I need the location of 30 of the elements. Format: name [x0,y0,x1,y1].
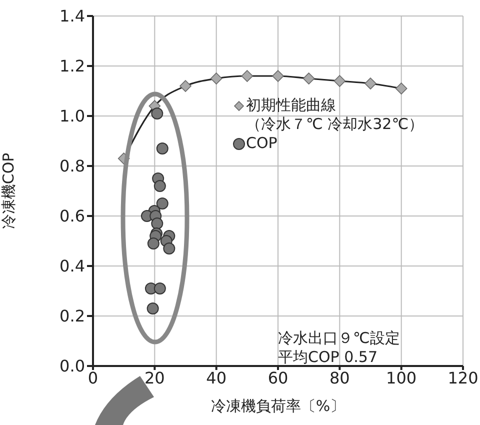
x-tick-label: 120 [448,368,478,388]
x-tick-label: 100 [386,368,417,388]
x-tick-label: 80 [329,368,350,388]
y-axis-title: 冷凍機COP [0,152,18,230]
y-tick-label: 0.2 [60,306,85,326]
x-tick-label: 0 [88,368,98,388]
point [154,282,166,294]
x-tick-label: 60 [268,368,288,388]
legend-label: 初期性能曲線（冷水７℃ 冷却水32℃） [246,96,424,134]
point [147,238,160,250]
point [146,302,159,314]
y-tick-label: 1.4 [60,6,85,26]
y-tick-label: 0.0 [60,356,85,376]
annotation: 平均COP 0.57 [278,348,378,367]
y-tick-label: 1.2 [60,56,85,76]
y-tick-label: 0.6 [60,206,85,226]
point [156,198,168,210]
x-axis-title: 冷凍機負荷率〔%〕 [210,397,346,415]
point [151,108,164,120]
point [151,218,164,230]
annotation: 冷水出口９℃設定 [278,329,400,348]
legend-label: COP [246,134,278,153]
y-tick-label: 1.0 [60,106,85,126]
point [154,180,166,192]
point [163,242,176,254]
x-tick-label: 20 [144,368,165,388]
y-tick-label: 0.8 [60,156,85,176]
point [156,142,168,154]
y-tick-label: 0.4 [60,256,85,276]
x-tick-label: 40 [206,368,227,388]
